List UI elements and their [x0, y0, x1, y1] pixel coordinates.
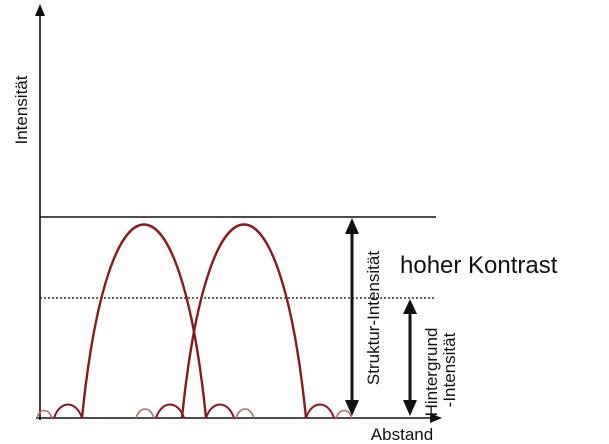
intensity-peak-right [180, 223, 308, 419]
background-intensity-label-line2: -Intensität [440, 332, 459, 407]
background-intensity-label-line1: Hintergrund [422, 328, 441, 417]
x-axis-label: Abstand [371, 425, 433, 444]
background-arrow-down-icon [403, 400, 417, 416]
background-arrow-up-icon [403, 299, 417, 314]
side-lobe-2 [53, 403, 83, 419]
side-lobe-7 [305, 403, 335, 419]
side-lobe-8 [335, 409, 353, 419]
side-lobe-4 [155, 403, 185, 419]
y-axis-arrow-icon [35, 4, 45, 16]
side-lobe-5 [205, 403, 235, 419]
side-lobe-3 [135, 408, 155, 419]
structure-arrow-up-icon [345, 218, 359, 234]
structure-arrow-down-icon [345, 400, 359, 416]
x-axis-arrow-icon [430, 413, 442, 423]
side-lobe-1 [36, 409, 53, 419]
side-lobe-6 [235, 408, 255, 419]
contrast-label: hoher Kontrast [400, 252, 558, 279]
structure-intensity-label: Struktur-Intensität [364, 251, 383, 385]
y-axis-label: Intensität [12, 75, 31, 144]
intensity-peak-left [80, 223, 208, 419]
